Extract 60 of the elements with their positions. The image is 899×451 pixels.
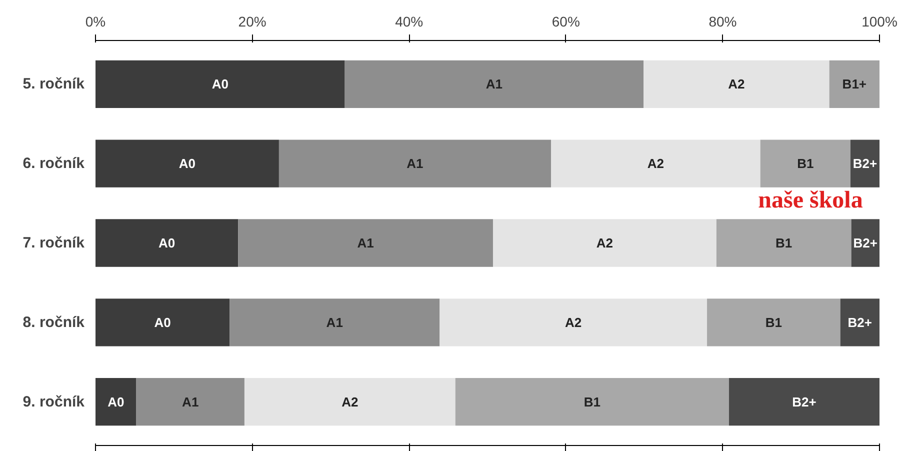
bar: [136, 378, 244, 426]
series-label: A1: [406, 156, 424, 172]
bar: [850, 140, 880, 188]
x-tick-label: 80%: [708, 14, 737, 30]
series-label: A0: [108, 394, 124, 410]
text: A1: [486, 76, 502, 92]
text: B1: [776, 236, 792, 250]
bar: [551, 140, 760, 188]
bar: [851, 219, 880, 267]
text: A2: [565, 314, 582, 330]
text: A0: [158, 236, 176, 250]
y-tick-label: 9. ročník: [22, 393, 86, 410]
text: A1: [357, 236, 374, 250]
series-label: B2+: [853, 236, 878, 250]
y-tick-label: 6. ročník: [22, 155, 86, 172]
y-tick-label: 5. ročník: [22, 76, 86, 93]
bar: [840, 298, 880, 346]
bar: [230, 298, 440, 346]
bar: [96, 140, 279, 188]
x-tick-label: 40%: [395, 14, 424, 30]
bar: [96, 219, 238, 267]
bar: [344, 60, 644, 108]
bar: [96, 298, 230, 346]
text: B2+: [848, 314, 872, 330]
annotation: naše škola: [758, 188, 863, 214]
text: A1: [182, 394, 199, 410]
bar: [278, 140, 552, 188]
bar: [760, 140, 850, 188]
y-tick-label: 7. ročník: [22, 234, 86, 252]
bar: [707, 298, 840, 346]
text: A2: [728, 76, 745, 92]
y-tick-label: 8. ročník: [22, 314, 86, 331]
bar: [244, 378, 456, 426]
bar: [96, 60, 345, 108]
text: A0: [178, 156, 196, 172]
bar: [492, 219, 716, 267]
bar: [728, 378, 880, 426]
text: A2: [342, 394, 358, 410]
x-tick-label: 20%: [238, 14, 266, 30]
text: A2: [596, 236, 614, 250]
x-tick-label: 100%: [862, 14, 898, 30]
bar: [96, 378, 136, 426]
series-label: B1: [797, 156, 814, 172]
bar: [829, 60, 880, 108]
bar: [455, 378, 729, 426]
bar: [644, 60, 830, 108]
bar: [716, 219, 852, 267]
x-tick-label: 0%: [85, 14, 106, 30]
series-label: B1+: [842, 76, 867, 92]
text: A1: [326, 314, 343, 330]
text: B2+: [792, 394, 816, 410]
x-tick-label: 60%: [552, 14, 580, 30]
series-label: A2: [647, 156, 664, 172]
text: B1: [765, 314, 782, 330]
bar: [238, 219, 493, 267]
text: B2+: [852, 156, 878, 172]
text: B1: [584, 394, 600, 410]
bar: [440, 298, 708, 346]
text: A0: [154, 314, 171, 330]
text: A0: [212, 76, 228, 92]
